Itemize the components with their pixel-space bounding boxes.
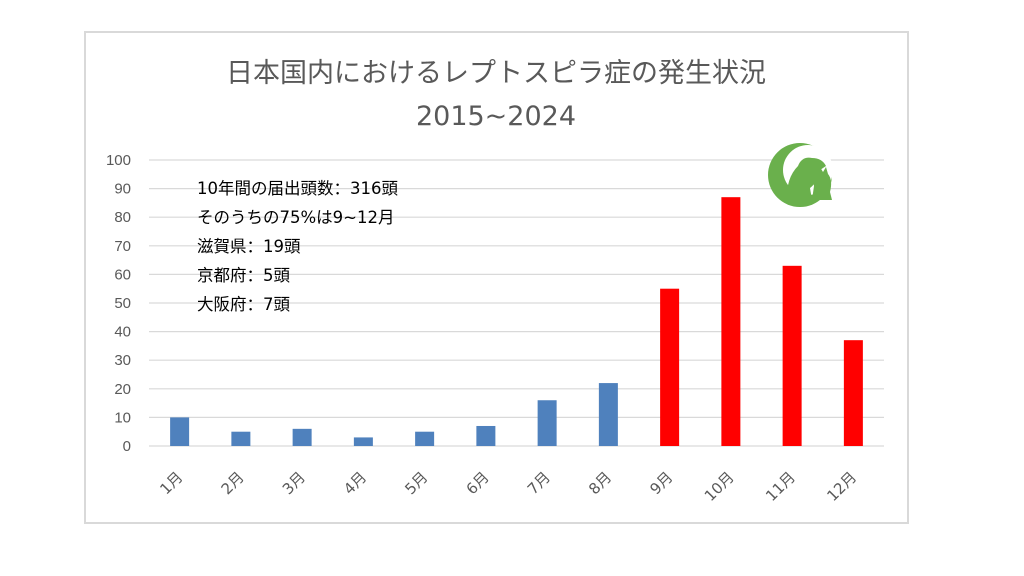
y-tick-label: 100 xyxy=(106,152,131,169)
bar xyxy=(843,340,863,446)
annotation-line: そのうちの75%は9~12月 xyxy=(197,208,395,227)
bars xyxy=(170,197,863,446)
y-tick-label: 60 xyxy=(114,266,131,283)
bar xyxy=(721,197,741,446)
y-axis-ticks: 0 10 20 30 40 50 60 70 80 90 100 xyxy=(106,152,131,455)
x-tick-label: 7月 xyxy=(524,468,554,498)
x-tick-label: 8月 xyxy=(585,468,615,498)
x-tick-label: 4月 xyxy=(340,468,370,498)
bar xyxy=(660,288,680,446)
gridlines xyxy=(149,159,884,447)
x-tick-label: 2月 xyxy=(218,468,248,498)
x-tick-label: 9月 xyxy=(646,468,676,498)
bar xyxy=(598,383,618,446)
y-tick-label: 50 xyxy=(114,295,131,312)
bar xyxy=(782,265,802,446)
y-tick-label: 70 xyxy=(114,238,131,255)
chart-frame xyxy=(84,31,909,524)
bar xyxy=(415,431,435,446)
x-tick-label: 11月 xyxy=(762,468,799,505)
x-tick-label: 3月 xyxy=(279,468,309,498)
y-tick-label: 80 xyxy=(114,209,131,226)
bar xyxy=(476,425,496,446)
annotation-block: 10年間の届出頭数：316頭 そのうちの75%は9~12月 滋賀県：19頭 京都… xyxy=(197,179,398,314)
y-tick-label: 10 xyxy=(114,409,131,426)
y-tick-label: 40 xyxy=(114,324,131,341)
bar xyxy=(353,437,373,446)
y-tick-label: 30 xyxy=(114,352,131,369)
y-tick-label: 0 xyxy=(123,438,131,455)
annotation-line: 滋賀県：19頭 xyxy=(197,237,301,256)
bar xyxy=(537,400,557,446)
x-tick-label: 6月 xyxy=(463,468,493,498)
y-tick-label: 20 xyxy=(114,381,131,398)
annotation-line: 京都府：5頭 xyxy=(197,266,290,285)
x-tick-label: 1月 xyxy=(156,468,186,498)
annotation-line: 大阪府：7頭 xyxy=(197,295,290,314)
chart-subtitle: 2015~2024 xyxy=(416,101,576,132)
bar xyxy=(231,431,251,446)
bar xyxy=(292,428,312,446)
x-tick-label: 5月 xyxy=(401,468,431,498)
pet-clinic-logo-icon xyxy=(768,143,833,207)
x-tick-label: 10月 xyxy=(701,468,738,505)
x-tick-label: 12月 xyxy=(823,468,860,505)
bar xyxy=(170,417,190,446)
annotation-line: 10年間の届出頭数：316頭 xyxy=(197,179,398,198)
chart-title: 日本国内におけるレプトスピラ症の発生状況 xyxy=(226,58,766,89)
y-tick-label: 90 xyxy=(114,181,131,198)
x-axis-ticks: 1月 2月 3月 4月 5月 6月 7月 8月 9月 10月 11月 12月 xyxy=(156,468,860,505)
